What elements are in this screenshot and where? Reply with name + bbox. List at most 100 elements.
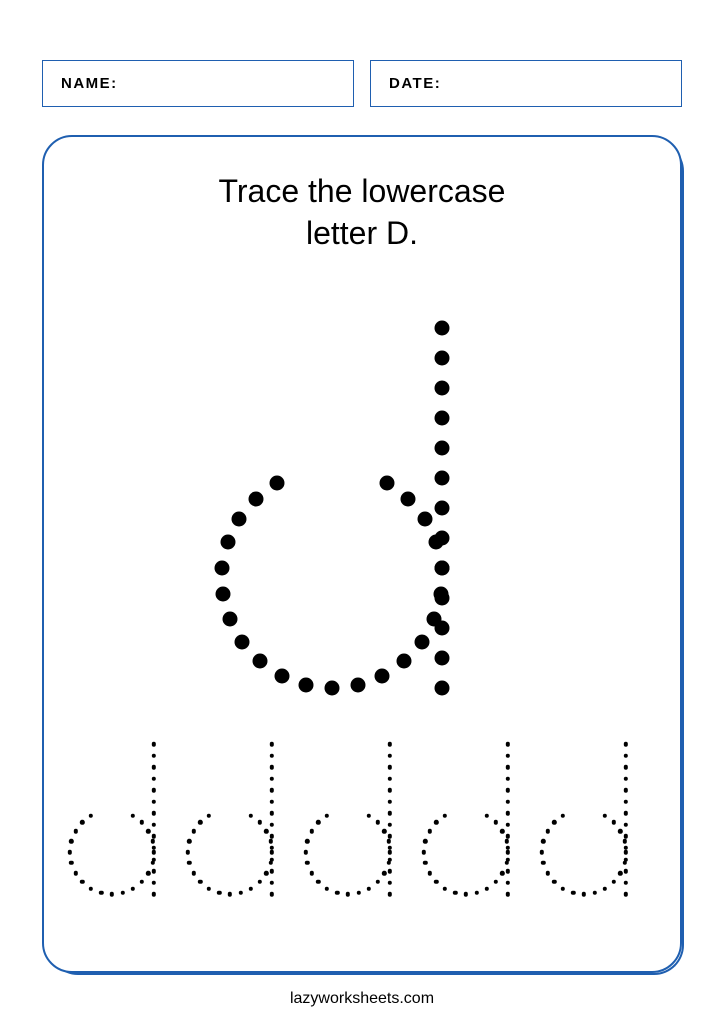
trace-dot bbox=[131, 886, 135, 890]
trace-dot bbox=[249, 491, 264, 506]
trace-dot bbox=[506, 880, 510, 884]
trace-dot bbox=[388, 892, 392, 896]
trace-dot bbox=[69, 839, 73, 843]
instruction-line-2: letter D. bbox=[219, 213, 506, 255]
trace-dot bbox=[270, 742, 274, 746]
trace-dot bbox=[435, 471, 450, 486]
trace-dot bbox=[417, 511, 432, 526]
trace-dot bbox=[304, 850, 308, 854]
trace-dot bbox=[388, 754, 392, 758]
trace-dot bbox=[274, 668, 289, 683]
trace-dot bbox=[73, 829, 77, 833]
trace-dot bbox=[270, 777, 274, 781]
trace-dot bbox=[414, 634, 429, 649]
trace-dot bbox=[110, 892, 114, 896]
trace-dot bbox=[388, 811, 392, 815]
trace-dot bbox=[80, 880, 84, 884]
trace-dot bbox=[198, 880, 202, 884]
trace-dot bbox=[506, 823, 510, 827]
trace-dot bbox=[435, 531, 450, 546]
trace-dot bbox=[435, 651, 450, 666]
trace-dot bbox=[582, 892, 586, 896]
trace-dot bbox=[624, 765, 628, 769]
trace-dot bbox=[264, 829, 268, 833]
trace-dot bbox=[624, 800, 628, 804]
trace-dot bbox=[624, 811, 628, 815]
trace-dot bbox=[270, 850, 274, 854]
trace-dot bbox=[561, 886, 565, 890]
trace-dot bbox=[603, 814, 607, 818]
trace-dot bbox=[388, 834, 392, 838]
footer-credit: lazyworksheets.com bbox=[0, 990, 724, 1008]
small-trace-letter-d bbox=[185, 732, 303, 902]
trace-dot bbox=[506, 892, 510, 896]
trace-dot bbox=[152, 800, 156, 804]
trace-dot bbox=[435, 591, 450, 606]
trace-dot bbox=[146, 829, 150, 833]
trace-dot bbox=[152, 892, 156, 896]
trace-dot bbox=[475, 891, 479, 895]
trace-dot bbox=[367, 886, 371, 890]
trace-dot bbox=[464, 892, 468, 896]
trace-dot bbox=[388, 823, 392, 827]
trace-dot bbox=[443, 886, 447, 890]
trace-dot bbox=[427, 829, 431, 833]
trace-dot bbox=[545, 871, 549, 875]
trace-dot bbox=[152, 850, 156, 854]
trace-dot bbox=[435, 381, 450, 396]
trace-dot bbox=[146, 871, 150, 875]
trace-dot bbox=[624, 857, 628, 861]
trace-dot bbox=[423, 839, 427, 843]
trace-dot bbox=[506, 800, 510, 804]
trace-dot bbox=[186, 850, 190, 854]
trace-dot bbox=[506, 834, 510, 838]
trace-dot bbox=[309, 829, 313, 833]
trace-dot bbox=[388, 880, 392, 884]
trace-dot bbox=[80, 820, 84, 824]
trace-dot bbox=[624, 834, 628, 838]
trace-dot bbox=[618, 871, 622, 875]
trace-dot bbox=[257, 880, 261, 884]
trace-dot bbox=[221, 535, 236, 550]
trace-dot bbox=[388, 800, 392, 804]
trace-dot bbox=[506, 754, 510, 758]
trace-dot bbox=[89, 886, 93, 890]
trace-dot bbox=[388, 846, 392, 850]
date-field[interactable]: DATE: bbox=[370, 60, 682, 107]
trace-dot bbox=[316, 820, 320, 824]
trace-dot bbox=[249, 814, 253, 818]
name-field[interactable]: NAME: bbox=[42, 60, 354, 107]
trace-dot bbox=[435, 321, 450, 336]
trace-dot bbox=[207, 814, 211, 818]
trace-dot bbox=[506, 869, 510, 873]
trace-dot bbox=[152, 880, 156, 884]
trace-dot bbox=[239, 891, 243, 895]
small-trace-row bbox=[67, 732, 657, 902]
trace-dot bbox=[493, 820, 497, 824]
trace-dot bbox=[191, 871, 195, 875]
trace-dot bbox=[264, 871, 268, 875]
trace-dot bbox=[270, 823, 274, 827]
trace-dot bbox=[249, 886, 253, 890]
trace-dot bbox=[622, 839, 626, 843]
trace-dot bbox=[624, 869, 628, 873]
trace-dot bbox=[152, 754, 156, 758]
trace-dot bbox=[152, 869, 156, 873]
trace-dot bbox=[397, 654, 412, 669]
trace-dot bbox=[252, 654, 267, 669]
trace-dot bbox=[506, 811, 510, 815]
trace-dot bbox=[435, 561, 450, 576]
trace-dot bbox=[198, 820, 202, 824]
trace-dot bbox=[485, 886, 489, 890]
trace-dot bbox=[540, 850, 544, 854]
trace-dot bbox=[270, 857, 274, 861]
trace-dot bbox=[552, 880, 556, 884]
trace-dot bbox=[270, 846, 274, 850]
instruction-line-1: Trace the lowercase bbox=[219, 171, 506, 213]
trace-dot bbox=[187, 861, 191, 865]
small-trace-letter-d bbox=[67, 732, 185, 902]
trace-dot bbox=[152, 788, 156, 792]
trace-dot bbox=[215, 560, 230, 575]
trace-dot bbox=[335, 891, 339, 895]
trace-dot bbox=[375, 820, 379, 824]
